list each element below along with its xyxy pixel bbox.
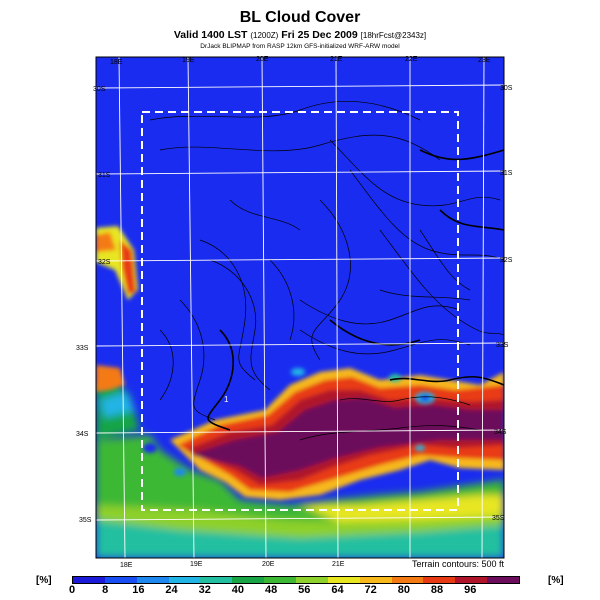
legend-unit-right: [%] bbox=[548, 575, 564, 586]
lat-label: 34S bbox=[76, 431, 89, 438]
lon-label: 23E bbox=[478, 57, 491, 64]
legend-swatch bbox=[487, 577, 520, 583]
lat-label: 31S bbox=[500, 170, 513, 177]
inner-domain-box bbox=[141, 111, 459, 511]
lon-label: 20E bbox=[256, 56, 269, 63]
lat-label: 33S bbox=[76, 345, 89, 352]
lat-label: 35S bbox=[79, 517, 92, 524]
lat-label: 33S bbox=[496, 342, 509, 349]
lat-label: 30S bbox=[500, 85, 513, 92]
legend-tick-label: 72 bbox=[364, 584, 377, 596]
terrain-contours-major bbox=[207, 149, 504, 431]
west-coast-cloud bbox=[96, 226, 138, 392]
lon-label: 18E bbox=[110, 59, 123, 66]
legend-swatch bbox=[136, 577, 169, 583]
lat-label: 35S bbox=[492, 515, 505, 522]
map-frame bbox=[95, 56, 505, 559]
lon-label: 19E bbox=[182, 57, 195, 64]
legend-swatch bbox=[104, 577, 137, 583]
lon-label: 18E bbox=[120, 562, 133, 569]
terrain-note: Terrain contours: 500 ft bbox=[411, 559, 504, 569]
model-credit: DrJack BLIPMAP from RASP 12km GFS-initia… bbox=[200, 43, 400, 50]
color-legend-bar bbox=[72, 576, 520, 584]
right-lat-labels: 30S 31S 32S 33S 34S 35S bbox=[492, 85, 513, 522]
legend-tick-label: 48 bbox=[264, 584, 278, 596]
bottom-lon-labels: 18E 19E 20E 21E bbox=[120, 561, 345, 569]
map-subtitle: Valid 1400 LST (1200Z) Fri 25 Dec 2009 [… bbox=[0, 29, 600, 41]
map-field: 1 bbox=[96, 57, 504, 558]
legend-tick-label: 88 bbox=[430, 584, 444, 596]
legend-tick-label: 96 bbox=[464, 584, 477, 596]
cloud-cells bbox=[143, 368, 435, 476]
legend-tick-label: 0 bbox=[68, 584, 76, 596]
legend-tick-label: 8 bbox=[102, 584, 109, 596]
legend-tick-label: 40 bbox=[231, 584, 245, 596]
lat-label: 31S bbox=[98, 172, 111, 179]
legend-tick-label: 32 bbox=[198, 584, 211, 596]
legend-swatch bbox=[264, 577, 297, 583]
lon-label: 20E bbox=[262, 561, 275, 568]
legend-ticks: 0 8 16 24 32 40 48 56 64 72 80 88 96 bbox=[68, 584, 520, 600]
legend-swatch bbox=[391, 577, 424, 583]
legend-swatch bbox=[423, 577, 456, 583]
lon-label: 21E bbox=[332, 561, 345, 568]
legend-tick-label: 56 bbox=[298, 584, 311, 596]
legend-tick-label: 80 bbox=[397, 584, 410, 596]
legend-swatch bbox=[200, 577, 233, 583]
site-marker: 1 bbox=[224, 395, 229, 404]
legend-tick-label: 64 bbox=[331, 584, 344, 596]
lat-label: 32S bbox=[500, 257, 513, 264]
legend-swatch bbox=[73, 577, 105, 583]
lon-label: 22E bbox=[405, 56, 418, 63]
lat-label: 30S bbox=[93, 86, 106, 93]
valid-time: Valid 1400 LST bbox=[173, 29, 248, 41]
graticule bbox=[96, 57, 504, 558]
utc-time: (1200Z) bbox=[250, 31, 279, 40]
legend-swatch bbox=[359, 577, 392, 583]
lat-label: 32S bbox=[98, 259, 111, 266]
legend-unit-left: [%] bbox=[36, 575, 52, 586]
legend-swatch bbox=[168, 577, 201, 583]
forecast-info: [18hrFcst@2343z] bbox=[360, 31, 427, 40]
left-lat-labels: 30S 31S 32S 33S 34S 35S bbox=[76, 86, 111, 524]
lat-label: 34S bbox=[494, 429, 507, 436]
lon-label: 19E bbox=[190, 561, 203, 568]
legend-tick-label: 24 bbox=[165, 584, 178, 596]
legend-swatch bbox=[232, 577, 265, 583]
southern-cloud-band bbox=[96, 380, 504, 558]
map-title: BL Cloud Cover bbox=[239, 9, 361, 26]
legend-swatch bbox=[327, 577, 360, 583]
terrain-contours bbox=[149, 100, 504, 441]
top-lon-labels: 18E 19E 20E 21E 22E 23E bbox=[110, 56, 491, 66]
valid-date: Fri 25 Dec 2009 bbox=[281, 29, 358, 41]
legend-tick-label: 16 bbox=[132, 584, 145, 596]
legend-swatch bbox=[455, 577, 488, 583]
legend-swatch bbox=[296, 577, 328, 583]
lon-label: 21E bbox=[330, 56, 343, 63]
